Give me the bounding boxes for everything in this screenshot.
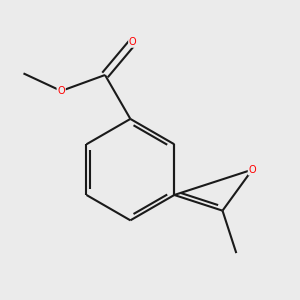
Text: O: O — [248, 165, 256, 175]
Text: O: O — [57, 86, 65, 96]
Text: O: O — [129, 37, 136, 47]
